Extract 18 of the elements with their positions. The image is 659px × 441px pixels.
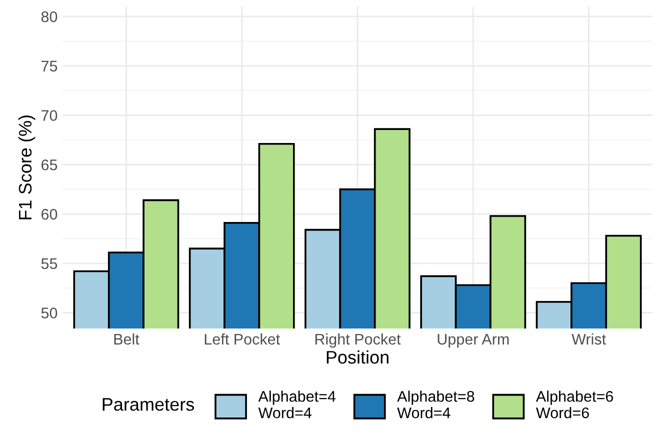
y-tick-label: 55 xyxy=(41,258,58,270)
y-tick-label: 80 xyxy=(41,11,58,22)
legend-label: Alphabet=6 Word=6 xyxy=(536,390,614,418)
x-tick-label: Left Pocket xyxy=(204,333,280,345)
legend-label: Alphabet=4 Word=4 xyxy=(258,390,336,418)
y-tick-label: 60 xyxy=(42,208,58,220)
x-axis-title: Position xyxy=(326,350,388,364)
y-tick-label: 70 xyxy=(42,110,58,121)
y-axis-title: F1 Score (%) xyxy=(18,116,36,220)
y-tick-label: 65 xyxy=(42,159,58,170)
x-tick-label: Upper Arm xyxy=(438,334,509,348)
x-tick-label: Right Pocket xyxy=(315,333,401,348)
x-tick-label: Wrist xyxy=(572,333,606,345)
legend-title: Parameters xyxy=(102,398,194,411)
x-tick-label: Belt xyxy=(114,333,140,345)
legend-label: Alphabet=8 Word=4 xyxy=(397,390,474,418)
y-tick-label: 50 xyxy=(41,308,58,318)
y-tick-label: 75 xyxy=(42,60,58,72)
